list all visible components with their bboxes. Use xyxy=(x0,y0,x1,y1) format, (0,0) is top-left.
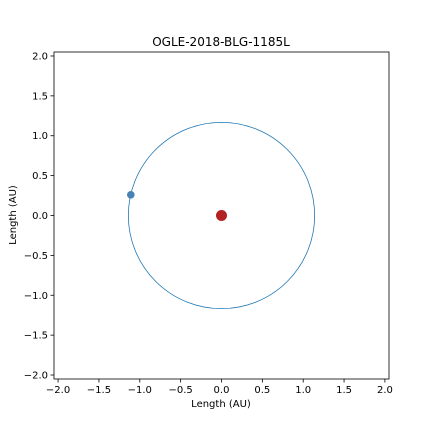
chart-title: OGLE-2018-BLG-1185L xyxy=(152,35,290,49)
star-point xyxy=(216,210,227,221)
x-axis-ticks: −2.0 −1.5 −1.0 −0.5 0.0 0.5 1.0 1.5 2.0 xyxy=(46,379,393,396)
plot-frame xyxy=(53,51,390,380)
y-tick-label: −0.5 xyxy=(24,251,48,262)
x-tick-label: −1.5 xyxy=(87,385,111,396)
y-tick-label: 1.5 xyxy=(32,91,48,102)
y-tick-label: −1.5 xyxy=(24,331,48,342)
y-axis-ticks: −2.0 −1.5 −1.0 −0.5 0.0 0.5 1.0 1.5 2.0 xyxy=(24,51,54,382)
x-tick-label: 0.0 xyxy=(214,385,230,396)
y-tick-label: 2.0 xyxy=(32,51,48,62)
x-axis-label: Length (AU) xyxy=(191,399,251,410)
y-tick-label: 0.0 xyxy=(32,211,48,222)
orbit-circle xyxy=(127,121,316,310)
x-tick-label: 2.0 xyxy=(377,385,393,396)
y-tick-label: −1.0 xyxy=(24,291,48,302)
x-tick-label: −2.0 xyxy=(46,385,70,396)
planet-point xyxy=(127,190,135,199)
y-tick-label: −2.0 xyxy=(24,371,48,382)
x-tick-label: 1.0 xyxy=(295,385,311,396)
y-tick-label: 1.0 xyxy=(32,131,48,142)
x-tick-label: −0.5 xyxy=(168,385,192,396)
y-axis-label: Length (AU) xyxy=(8,185,19,245)
x-tick-label: 0.5 xyxy=(254,385,270,396)
x-tick-label: −1.0 xyxy=(128,385,152,396)
y-tick-label: 0.5 xyxy=(32,171,48,182)
x-tick-label: 1.5 xyxy=(336,385,352,396)
